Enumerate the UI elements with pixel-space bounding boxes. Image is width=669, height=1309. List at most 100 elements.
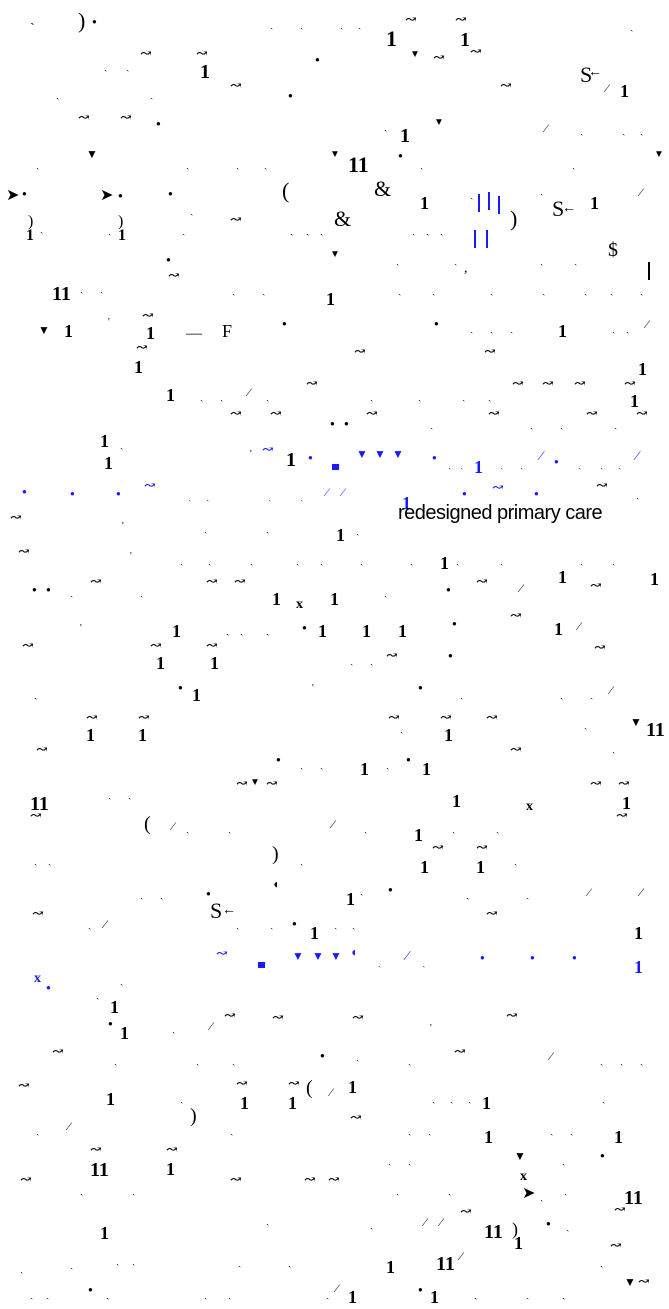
garbled-glyph: ˏ: [540, 1191, 544, 1202]
garbled-glyph: ˏ: [88, 919, 92, 930]
garbled-glyph: ˏ: [386, 759, 390, 770]
garbled-glyph: 1: [100, 1223, 109, 1243]
garbled-rule: [648, 262, 650, 280]
garbled-glyph: ˏ: [574, 255, 578, 266]
garbled-glyph: ˏ: [626, 323, 630, 334]
garbled-glyph: ˏ: [526, 889, 530, 900]
garbled-glyph: ˏ: [420, 159, 424, 170]
garbled-glyph: ●: [178, 683, 183, 692]
garbled-glyph: ˏ: [564, 1185, 568, 1196]
garbled-glyph: ˏ: [300, 19, 304, 30]
garbled-glyph: ˏ: [496, 823, 500, 834]
garbled-glyph: ˏ: [500, 459, 504, 470]
garbled-glyph: 11: [52, 283, 71, 305]
garbled-glyph: ▼: [410, 49, 420, 60]
garbled-glyph: 1: [110, 997, 119, 1017]
garbled-glyph: ˎ: [360, 885, 364, 896]
garbled-glyph: ˏ: [398, 285, 402, 296]
garbled-glyph: ): [78, 8, 86, 33]
garbled-glyph: ˏ: [448, 1185, 452, 1196]
garbled-rule: [478, 194, 480, 212]
garbled-glyph: ←: [588, 65, 602, 80]
garbled-glyph: ˏ: [270, 19, 274, 30]
garbled-glyph: ˏ: [526, 1289, 530, 1300]
garbled-glyph: ˏ: [562, 1155, 566, 1166]
garbled-glyph: ˏ: [120, 975, 124, 986]
garbled-glyph: ↝: [288, 1077, 300, 1092]
garbled-glyph: ●: [46, 983, 51, 992]
garbled-glyph: ˏ: [128, 789, 132, 800]
garbled-glyph: ˎ: [470, 189, 474, 200]
garbled-glyph: S: [210, 898, 223, 923]
garbled-glyph: ●: [418, 1285, 423, 1294]
garbled-glyph: ˏ: [132, 1185, 136, 1196]
garbled-rule: [488, 192, 490, 210]
garbled-glyph: ˏ: [160, 889, 164, 900]
garbled-glyph: 1: [430, 1287, 439, 1307]
garbled-glyph: 1: [272, 589, 281, 609]
garbled-glyph: ˏ: [188, 491, 192, 502]
garbled-glyph: 11: [646, 719, 665, 741]
garbled-glyph: ↝: [352, 1011, 364, 1026]
garbled-glyph: ↝: [120, 111, 132, 126]
garbled-glyph: ,: [464, 261, 468, 276]
garbled-glyph: ˏ: [326, 1289, 330, 1300]
garbled-glyph: x: [520, 1169, 527, 1184]
garbled-glyph: ˏ: [226, 625, 230, 636]
garbled-glyph: ⁄: [578, 619, 581, 633]
garbled-glyph: ˏ: [636, 489, 640, 500]
garbled-glyph: ˏ: [412, 225, 416, 236]
garbled-glyph: ↝: [30, 809, 42, 824]
garbled-glyph: ': [250, 449, 252, 460]
garbled-glyph: ˏ: [200, 391, 204, 402]
garbled-glyph: ˏ: [440, 225, 444, 236]
garbled-glyph: ˏ: [418, 391, 422, 402]
garbled-glyph: ⁄: [172, 819, 175, 833]
garbled-glyph: ↝: [52, 1045, 64, 1060]
garbled-glyph: ↝: [476, 841, 488, 856]
garbled-glyph: ⁄: [248, 385, 251, 399]
garbled-glyph: 1: [200, 61, 210, 83]
garbled-glyph: ˏ: [268, 491, 272, 502]
garbled-glyph: ˏ: [182, 225, 186, 236]
garbled-glyph: ˏ: [104, 61, 108, 72]
garbled-glyph: ⁄: [332, 817, 335, 831]
garbled-glyph: 1: [474, 457, 483, 477]
garbled-glyph: ': [430, 1023, 432, 1034]
garbled-glyph: 1: [348, 1287, 357, 1307]
garbled-glyph: ˏ: [384, 587, 388, 598]
garbled-glyph: ˏ: [566, 1221, 570, 1232]
garbled-glyph: ▼: [312, 949, 324, 963]
garbled-glyph: ⁄: [104, 917, 107, 931]
garbled-glyph: ➤: [522, 1185, 536, 1202]
garbled-glyph: ˏ: [602, 1093, 606, 1104]
garbled-glyph: 1: [166, 385, 175, 405]
garbled-glyph: &: [334, 206, 352, 231]
garbled-glyph: ˏ: [132, 1255, 136, 1266]
garbled-glyph: ⁄: [336, 1281, 339, 1295]
garbled-glyph: 1: [630, 391, 639, 411]
garbled-glyph: ↝: [510, 743, 522, 758]
garbled-glyph: ↝: [596, 479, 608, 494]
garbled-glyph: ': [108, 317, 110, 328]
garbled-glyph: ˏ: [208, 555, 212, 566]
garbled-glyph: ˎ: [266, 1215, 270, 1226]
garbled-glyph: 1: [420, 193, 429, 213]
garbled-glyph: 1: [620, 81, 629, 101]
garbled-glyph: ▼: [374, 447, 386, 461]
garbled-glyph: ⁄: [640, 885, 643, 899]
garbled-glyph: ˏ: [510, 323, 514, 334]
garbled-glyph: ⁄: [68, 1119, 71, 1133]
garbled-glyph: ↝: [455, 13, 467, 28]
garbled-glyph: 1: [64, 321, 73, 341]
garbled-glyph: 1: [514, 1233, 523, 1253]
garbled-glyph: ˏ: [250, 555, 254, 566]
garbled-glyph: ˏ: [34, 689, 38, 700]
garbled-glyph: ⁄: [550, 1049, 553, 1063]
garbled-glyph: ↝: [484, 345, 496, 360]
garbled-glyph: ↝: [168, 269, 180, 284]
garbled-glyph: ˏ: [20, 1263, 24, 1274]
garbled-glyph: 1: [166, 1159, 175, 1179]
garbled-glyph: ●: [534, 489, 539, 498]
garbled-glyph: 1: [346, 889, 355, 909]
